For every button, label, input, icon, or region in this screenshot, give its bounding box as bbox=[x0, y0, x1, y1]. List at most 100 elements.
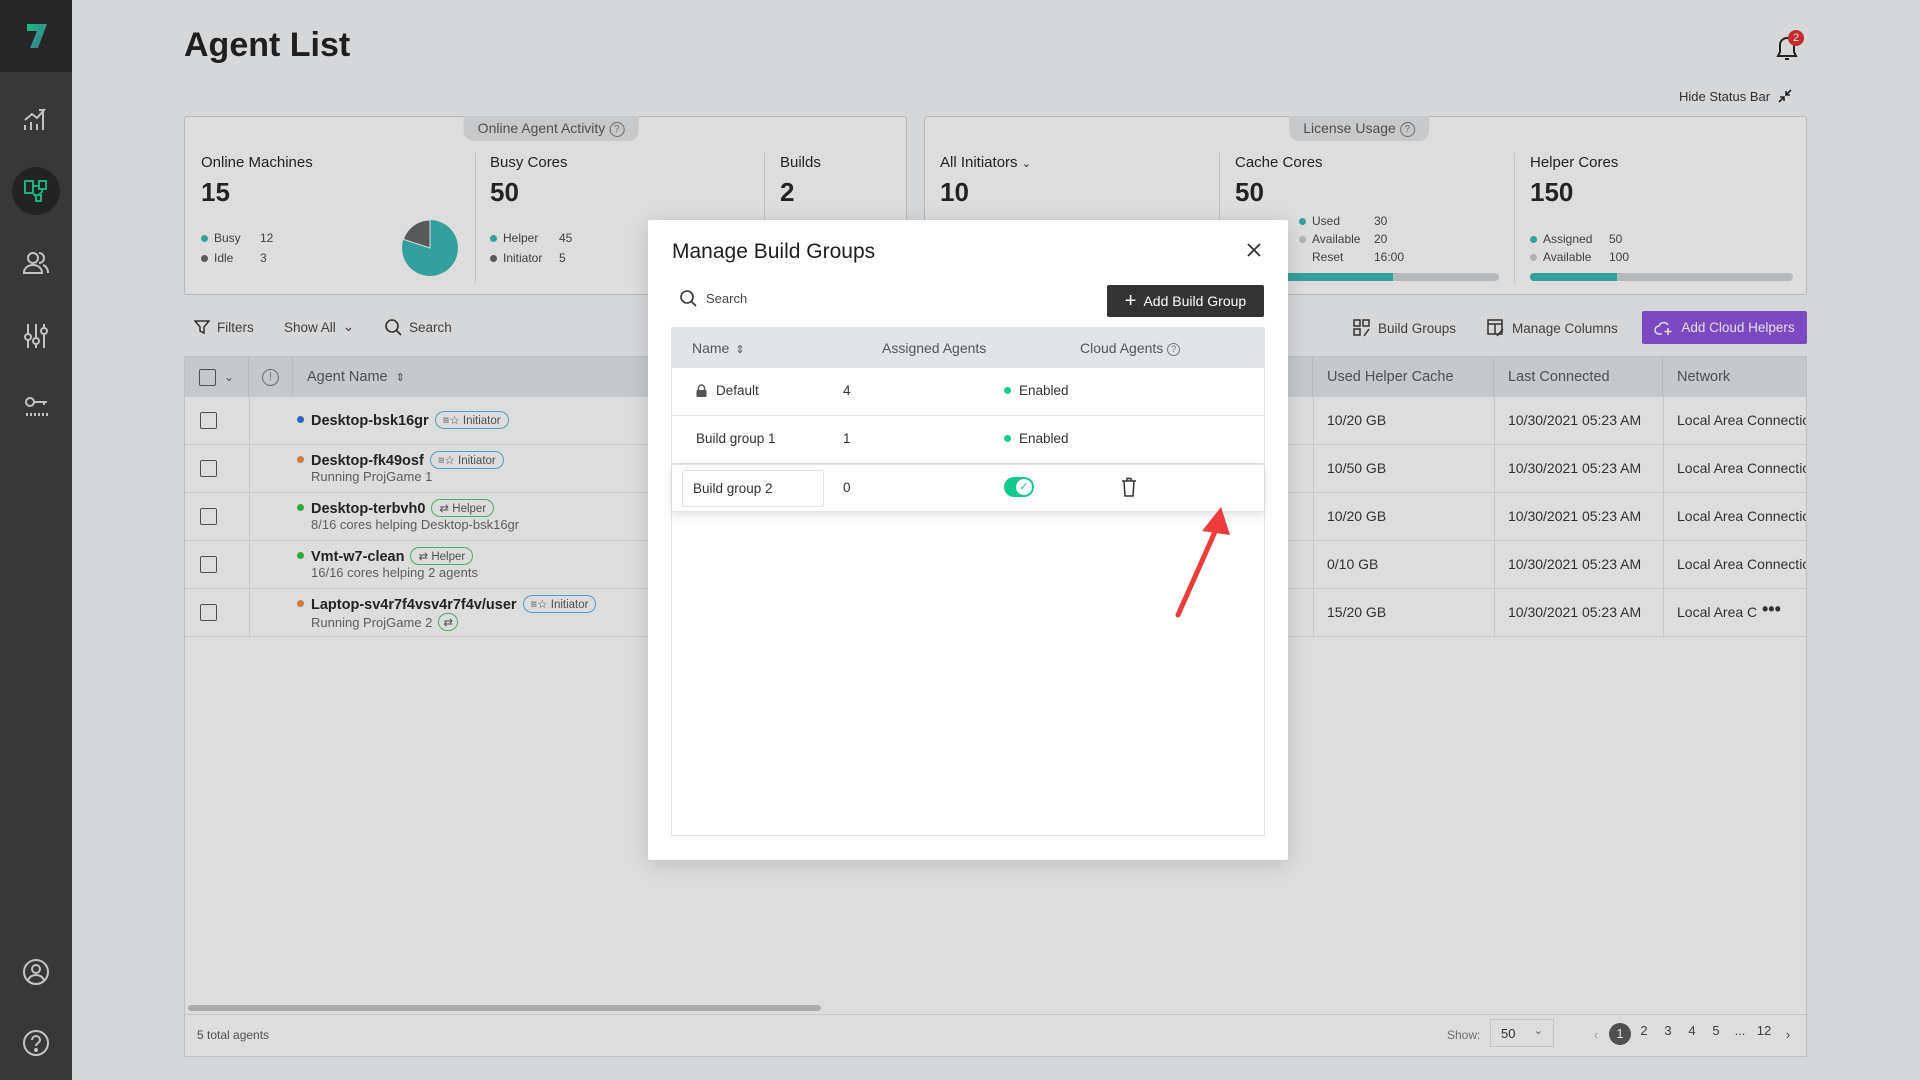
agent-name[interactable]: Desktop-fk49osf bbox=[311, 453, 424, 469]
page-3[interactable]: 3 bbox=[1664, 1023, 1672, 1038]
row-checkbox[interactable] bbox=[200, 604, 217, 621]
sidebar-item-analytics[interactable] bbox=[12, 95, 60, 143]
search-input[interactable]: Search bbox=[385, 319, 452, 336]
sidebar-item-agents[interactable] bbox=[12, 167, 60, 215]
build-groups-button[interactable]: Build Groups bbox=[1353, 319, 1456, 337]
last-connected: 10/30/2021 05:23 AM bbox=[1508, 412, 1642, 428]
help-icon[interactable]: ? bbox=[609, 121, 625, 137]
agent-name[interactable]: Desktop-terbvh0 bbox=[311, 501, 426, 517]
column-header-name[interactable]: Name ⇕ bbox=[692, 340, 745, 356]
delete-button[interactable] bbox=[1121, 477, 1137, 500]
build-groups-icon bbox=[1353, 319, 1370, 337]
online-machines-label: Online Machines bbox=[201, 154, 313, 171]
alert-icon: ! bbox=[262, 368, 279, 386]
page-4[interactable]: 4 bbox=[1688, 1023, 1696, 1038]
help-icon[interactable]: ? bbox=[1167, 342, 1181, 356]
page-12[interactable]: 12 bbox=[1756, 1023, 1772, 1038]
agent-activity-line: Running ProjGame 1 bbox=[311, 469, 504, 484]
columns-edit-icon bbox=[1487, 319, 1504, 337]
assigned-count: 4 bbox=[843, 383, 851, 398]
network: Local Area Connection bbox=[1677, 508, 1806, 524]
page-5[interactable]: 5 bbox=[1712, 1023, 1720, 1038]
show-all-dropdown[interactable]: Show All ⌄ bbox=[284, 319, 355, 335]
status-dot bbox=[297, 456, 304, 463]
cloud-add-icon bbox=[1654, 321, 1672, 335]
page-title: Agent List bbox=[184, 26, 351, 64]
agent-activity: 8/16 cores helping Desktop-bsk16gr bbox=[311, 517, 520, 532]
annotation-arrow bbox=[1175, 507, 1230, 618]
build-group-row-default[interactable]: Default 4 Enabled bbox=[672, 368, 1264, 416]
group-name-input[interactable]: Build group 2 bbox=[682, 470, 824, 507]
agent-name[interactable]: Laptop-sv4r7f4vsv4r7f4v/user bbox=[311, 597, 517, 613]
add-build-group-button[interactable]: + Add Build Group bbox=[1107, 285, 1264, 317]
last-connected: 10/30/2021 05:23 AM bbox=[1508, 508, 1642, 524]
sidebar-item-users[interactable] bbox=[12, 239, 60, 287]
chevron-down-icon: ⌄ bbox=[342, 319, 355, 334]
row-checkbox[interactable] bbox=[200, 556, 217, 573]
page-size-select[interactable]: 50 ⌄ bbox=[1490, 1019, 1554, 1047]
initiators-dropdown[interactable]: All Initiators ⌄ bbox=[940, 154, 1031, 171]
chevron-down-icon: ⌄ bbox=[1021, 158, 1031, 170]
search-icon bbox=[680, 290, 697, 307]
column-header-assigned-agents: Assigned Agents bbox=[882, 340, 987, 356]
page-size-label: Show: bbox=[1447, 1028, 1481, 1042]
builds-value: 2 bbox=[780, 177, 795, 207]
prev-page-button[interactable]: ‹ bbox=[1593, 1026, 1599, 1042]
sidebar-item-profile[interactable] bbox=[12, 948, 60, 996]
row-checkbox[interactable] bbox=[200, 508, 217, 525]
assigned-count: 0 bbox=[843, 480, 851, 495]
table-row[interactable]: Laptop-sv4r7f4vsv4r7f4v/user ≡☆ Initiator… bbox=[185, 589, 1806, 637]
notifications-button[interactable]: 2 bbox=[1774, 30, 1804, 67]
role-badge: ⇄ Helper bbox=[410, 547, 474, 565]
add-cloud-helpers-button[interactable]: Add Cloud Helpers bbox=[1642, 311, 1807, 344]
helper-badge: ⇄ bbox=[438, 613, 459, 631]
column-header-last-connected[interactable]: Last Connected bbox=[1494, 357, 1663, 397]
busy-cores-value: 50 bbox=[490, 177, 519, 207]
agent-name[interactable]: Desktop-bsk16gr bbox=[311, 413, 429, 429]
license-usage-title: License Usage? bbox=[1289, 116, 1429, 141]
lock-icon bbox=[696, 384, 707, 397]
agent-activity-line: 8/16 cores helping Desktop-bsk16gr bbox=[311, 517, 519, 532]
build-group-row-editing[interactable]: Build group 2 0 ✓ bbox=[672, 464, 1264, 512]
build-group-search-input[interactable]: Search bbox=[680, 290, 747, 307]
build-groups-table: Name ⇕ Assigned Agents Cloud Agents? Defa… bbox=[671, 327, 1265, 836]
more-options-icon[interactable]: ••• bbox=[1762, 599, 1781, 619]
agent-name[interactable]: Vmt-w7-clean bbox=[311, 549, 405, 565]
last-connected: 10/30/2021 05:23 AM bbox=[1508, 604, 1642, 620]
status-dot bbox=[297, 504, 304, 511]
column-header-used-helper-cache[interactable]: Used Helper Cache bbox=[1313, 357, 1494, 397]
sidebar-item-license[interactable] bbox=[12, 383, 60, 431]
build-groups-header: Name ⇕ Assigned Agents Cloud Agents? bbox=[672, 328, 1264, 368]
sidebar-item-help[interactable] bbox=[12, 1019, 60, 1067]
initiators-value: 10 bbox=[940, 177, 969, 207]
cache-cores-label: Cache Cores bbox=[1235, 154, 1323, 171]
legend-helper: Helper 45 bbox=[490, 231, 572, 245]
column-header-cloud-agents: Cloud Agents? bbox=[1080, 340, 1181, 356]
hide-status-bar-button[interactable]: Hide Status Bar bbox=[1679, 88, 1793, 104]
row-checkbox[interactable] bbox=[200, 412, 217, 429]
close-button[interactable] bbox=[1246, 242, 1262, 263]
select-all-header[interactable]: ⌄ bbox=[185, 357, 249, 397]
build-group-row[interactable]: Build group 1 1 Enabled bbox=[672, 416, 1264, 464]
column-header-network[interactable]: Network bbox=[1663, 357, 1806, 397]
manage-columns-button[interactable]: Manage Columns bbox=[1487, 319, 1618, 337]
page-ellipsis: ... bbox=[1734, 1023, 1746, 1038]
page-2[interactable]: 2 bbox=[1640, 1023, 1648, 1038]
horizontal-scrollbar[interactable] bbox=[188, 1005, 821, 1011]
group-name: Default bbox=[716, 383, 759, 398]
network: Local Area Connection bbox=[1677, 604, 1757, 620]
next-page-button[interactable]: › bbox=[1785, 1026, 1791, 1042]
sort-icon: ⇕ bbox=[395, 371, 405, 384]
row-checkbox[interactable] bbox=[200, 460, 217, 477]
last-connected: 10/30/2021 05:23 AM bbox=[1508, 460, 1642, 476]
page-1[interactable]: 1 bbox=[1609, 1023, 1631, 1045]
cloud-status: Enabled bbox=[1004, 383, 1069, 398]
sidebar-item-settings[interactable] bbox=[12, 311, 60, 359]
assigned-count: 1 bbox=[843, 431, 851, 446]
cloud-agents-toggle[interactable]: ✓ bbox=[1004, 477, 1034, 497]
filters-button[interactable]: Filters bbox=[194, 319, 254, 335]
app-logo[interactable] bbox=[0, 0, 72, 72]
role-badge: ≡☆ Initiator bbox=[429, 451, 504, 469]
help-icon[interactable]: ? bbox=[1399, 121, 1415, 137]
key-icon bbox=[25, 397, 48, 416]
